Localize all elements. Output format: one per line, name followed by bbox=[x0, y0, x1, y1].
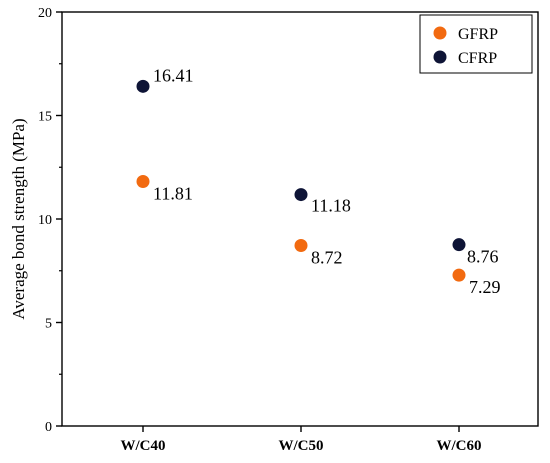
data-label-gfrp: 11.81 bbox=[153, 184, 193, 204]
x-tick-label: W/C50 bbox=[279, 438, 324, 454]
data-markers: 11.81 8.72 7.29 16.41 11.18 8.76 bbox=[136, 65, 501, 297]
y-tick-label: 5 bbox=[45, 317, 52, 332]
data-point-cfrp bbox=[452, 238, 466, 252]
data-label-cfrp: 8.76 bbox=[467, 247, 499, 267]
plot-axes: 0 5 10 15 20 W/C40 W/C50 W/C60 Average bond stre… bbox=[9, 6, 539, 454]
y-tick-label: 15 bbox=[38, 110, 52, 125]
x-tick-label: W/C40 bbox=[121, 438, 166, 454]
y-axis-title: Average bond strength (MPa) bbox=[9, 118, 28, 319]
data-point-gfrp bbox=[294, 238, 308, 252]
legend-label-gfrp: GFRP bbox=[458, 26, 498, 43]
y-tick-label: 10 bbox=[38, 213, 52, 228]
data-label-gfrp: 8.72 bbox=[311, 247, 343, 267]
legend-marker-gfrp bbox=[433, 26, 447, 40]
data-label-cfrp: 16.41 bbox=[153, 65, 194, 85]
data-point-gfrp bbox=[452, 268, 466, 282]
y-tick-label: 0 bbox=[45, 420, 52, 435]
y-tick-label: 20 bbox=[38, 6, 52, 21]
data-point-gfrp bbox=[136, 175, 150, 189]
plot-frame bbox=[61, 11, 539, 427]
legend: GFRP CFRP bbox=[419, 14, 533, 74]
data-point-cfrp bbox=[136, 79, 150, 93]
data-point-cfrp bbox=[294, 188, 308, 202]
legend-label-cfrp: CFRP bbox=[458, 50, 497, 67]
data-label-cfrp: 11.18 bbox=[311, 196, 351, 216]
legend-marker-cfrp bbox=[433, 50, 447, 64]
data-label-gfrp: 7.29 bbox=[469, 277, 501, 297]
x-tick-label: W/C60 bbox=[437, 438, 482, 454]
